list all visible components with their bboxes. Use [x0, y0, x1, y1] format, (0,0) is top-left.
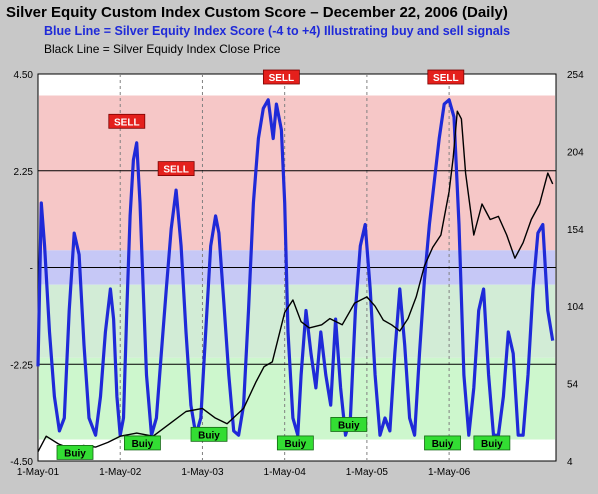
y-right-tick-label: 254 — [567, 70, 584, 81]
sell-label-box — [157, 161, 195, 177]
series-line-1 — [37, 110, 554, 453]
y-right-tick-label: 4 — [567, 457, 573, 468]
buy-label-box — [330, 417, 368, 432]
x-tick-label: 1-May-02 — [99, 467, 142, 478]
chart-subtitle-black: Black Line = Silver Equidy Index Close P… — [44, 42, 281, 56]
buy-label-text: Buiy — [481, 439, 503, 450]
buy-label-text: Buiy — [132, 439, 154, 450]
sell-label-text: SELL — [269, 73, 295, 84]
x-tick-label: 1-May-06 — [428, 467, 471, 478]
y-left-tick-label: 4.50 — [14, 70, 34, 81]
buy-label-box — [276, 435, 314, 451]
buy-label-text: Buiy — [338, 420, 360, 431]
y-left-tick-label: -4.50 — [10, 457, 33, 468]
x-tick-label: 1-May-04 — [264, 467, 307, 478]
sell-label-box — [427, 69, 465, 85]
sell-label-box — [108, 113, 146, 129]
sell-label-text: SELL — [433, 73, 459, 84]
buy-label-text: Buiy — [64, 448, 86, 459]
y-left-tick-label: - — [30, 264, 33, 275]
buy-label-text: Buiy — [432, 439, 454, 450]
sell-label-box — [262, 69, 300, 85]
buy-label-text: Buiy — [198, 430, 220, 441]
y-left-tick-label: 2.25 — [14, 167, 34, 178]
buy-label-box — [424, 435, 461, 451]
x-tick-label: 1-May-05 — [346, 467, 389, 478]
y-right-tick-label: 204 — [567, 147, 584, 158]
y-right-tick-label: 104 — [567, 302, 584, 313]
buy-label-box — [56, 444, 94, 460]
sell-label-text: SELL — [114, 117, 140, 128]
buy-label-box — [190, 426, 228, 442]
sell-label-text: SELL — [163, 165, 189, 176]
x-tick-label: 1-May-01 — [17, 467, 60, 478]
x-tick-label: 1-May-03 — [181, 467, 224, 478]
y-left-tick-label: -2.25 — [10, 360, 33, 371]
buy-label-box — [473, 435, 511, 451]
buy-label-text: Buiy — [285, 439, 307, 450]
series-line-0 — [36, 98, 555, 437]
buy-label-box — [124, 435, 161, 451]
y-right-tick-label: 54 — [567, 380, 579, 391]
chart-title: Silver Equity Custom Index Custom Score … — [6, 4, 508, 21]
y-right-tick-label: 154 — [567, 225, 584, 236]
chart-subtitle-blue: Blue Line = Silver Equity Index Score (-… — [44, 24, 511, 38]
